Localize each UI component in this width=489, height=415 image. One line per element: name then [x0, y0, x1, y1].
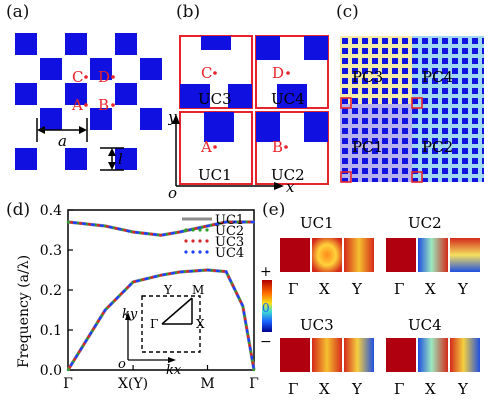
e-tick-uc1-g: Γ	[288, 280, 298, 298]
colorbar-plus: +	[260, 264, 272, 280]
panel-b-cells: C UC3 D UC4 A UC1 B UC2 y x o	[168, 35, 329, 200]
point-a: A	[71, 96, 83, 114]
point-d: D	[98, 68, 110, 86]
legend-dot-uc4	[191, 250, 195, 254]
band-lower_band-uc1	[66, 268, 256, 371]
y-tick-label: 0.3	[40, 243, 62, 259]
legend-label-uc4: UC4	[215, 246, 244, 261]
legend-dot-uc3	[198, 239, 202, 243]
e-tick-uc3-x: X	[319, 380, 330, 398]
inset-origin: o	[118, 357, 126, 372]
panel-a-lattice: C D A B a l	[15, 33, 162, 171]
x-tick-label: X(Y)	[118, 376, 148, 392]
legend-label-uc2: UC2	[215, 224, 244, 239]
uc4-label: UC4	[271, 90, 305, 108]
y-tick-label: 0.0	[40, 363, 62, 379]
e-tick-uc4-g: Γ	[394, 380, 404, 398]
pc4-label: PC4	[422, 68, 453, 86]
band-lower_band-uc4	[66, 268, 256, 372]
inset-label-x: X	[196, 317, 205, 331]
legend-dot-uc3	[184, 239, 188, 243]
legend-dot-uc3	[205, 239, 209, 243]
origin-label: o	[168, 184, 177, 200]
e-tick-uc1-x: X	[319, 280, 330, 298]
legend-dot-uc2	[191, 228, 195, 232]
point-c-b: C	[201, 64, 212, 82]
pc3-label: PC3	[352, 68, 383, 86]
legend-dot-uc4	[205, 250, 209, 254]
x-tick-label: M	[200, 376, 214, 392]
legend-dot-uc2	[205, 228, 209, 232]
y-tick-label: 0.2	[40, 283, 62, 299]
e-tick-uc2-y: Y	[457, 280, 469, 298]
point-a-b: A	[200, 138, 212, 156]
panel-c-label: (c)	[336, 2, 359, 22]
x-tick-label: Γ	[249, 376, 259, 392]
cell-uc1-title: UC1	[300, 214, 334, 232]
axis-x-label: x	[286, 178, 295, 196]
colorbar-minus: −	[260, 334, 272, 350]
dim-a-label: a	[58, 132, 67, 150]
e-tick-uc1-y: Y	[351, 280, 363, 298]
y-axis-label: Frequency (a/λ)	[16, 255, 32, 368]
pc2-label: PC2	[422, 138, 453, 156]
inset-ky: ky	[122, 307, 138, 322]
inset-label-y: Y	[163, 283, 173, 297]
point-d-b: D	[272, 64, 284, 82]
e-tick-uc4-x: X	[425, 380, 436, 398]
x-tick-label: Γ	[63, 376, 73, 392]
cell-uc4-title: UC4	[408, 316, 442, 334]
plot-frame	[67, 209, 255, 371]
e-tick-uc3-y: Y	[351, 380, 363, 398]
cell-uc3-title: UC3	[300, 316, 334, 334]
e-tick-uc3-g: Γ	[288, 380, 298, 398]
uc2-label: UC2	[271, 166, 305, 184]
legend-dot-uc3	[191, 239, 195, 243]
inset-kx: kx	[166, 363, 182, 378]
panel-e-fields: UC1 UC2 UC3 UC4 + 0 − Γ X Y Γ X Y Γ X Y …	[260, 214, 480, 398]
legend-label-uc3: UC3	[215, 235, 244, 250]
inset-label-gamma: Γ	[150, 317, 158, 331]
inset-label-m: M	[192, 283, 204, 297]
legend-dot-uc4	[198, 250, 202, 254]
e-tick-uc4-y: Y	[457, 380, 469, 398]
point-b: B	[98, 96, 109, 114]
y-tick-label: 0.4	[40, 203, 62, 219]
uc1-label: UC1	[198, 166, 232, 184]
dim-l-label: l	[118, 150, 123, 168]
uc3-label: UC3	[198, 90, 232, 108]
colorbar	[262, 280, 272, 332]
band-lower_band-uc3	[66, 268, 256, 372]
e-tick-uc2-g: Γ	[394, 280, 404, 298]
band-upper_band-uc4	[66, 220, 256, 237]
panel-d-chart: Frequency (a/λ) 0.00.10.20.30.4 Γ X(Y) M Γ …	[16, 203, 259, 392]
e-tick-uc2-x: X	[425, 280, 436, 298]
legend-label-uc1: UC1	[215, 213, 244, 228]
legend-dot-uc2	[198, 228, 202, 232]
axis-y-label: y	[168, 108, 177, 126]
cell-uc2-title: UC2	[408, 214, 442, 232]
y-tick-label: 0.1	[40, 323, 62, 339]
panel-c-domains: PC3 PC4 PC1 PC2	[340, 36, 484, 183]
pc1-label: PC1	[352, 138, 383, 156]
legend-dot-uc2	[184, 228, 188, 232]
panel-d-label: (d)	[6, 200, 31, 220]
panel-b-label: (b)	[176, 2, 201, 22]
legend-dot-uc4	[184, 250, 188, 254]
bz-inset: Y M Γ X ky kx o	[118, 283, 205, 378]
band-lower_band-uc2	[66, 268, 256, 372]
panel-a-label: (a)	[6, 2, 30, 22]
colorbar-zero: 0	[262, 301, 270, 315]
point-b-b: B	[272, 138, 283, 156]
panel-e-label: (e)	[262, 200, 286, 220]
point-c: C	[72, 68, 83, 86]
lattice-squares	[15, 33, 162, 170]
